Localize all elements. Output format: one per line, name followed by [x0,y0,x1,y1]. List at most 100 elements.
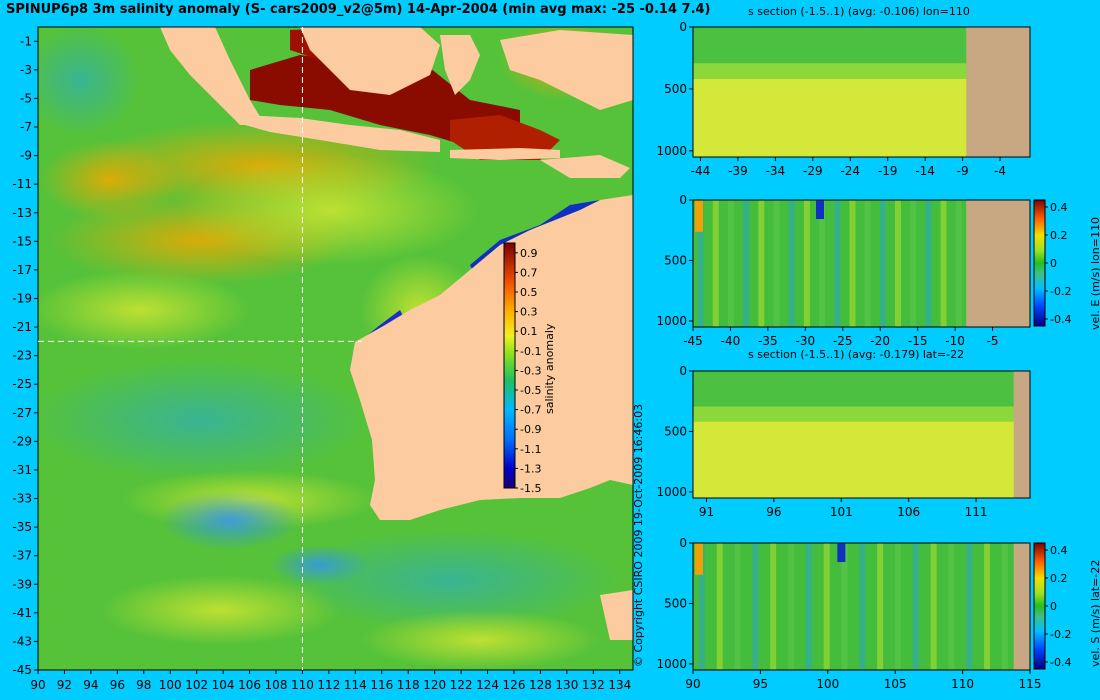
salinity-colorbar-tick-label: 0.1 [520,325,538,338]
section-c-transition-layer [693,406,1014,422]
map-y-tick-label: -43 [12,634,32,648]
section-d-velocity-streak [894,543,901,670]
map-y-tick-label: -27 [12,406,32,420]
section-a-x-tick-label: -9 [957,164,969,178]
section-d-frame [692,542,1031,671]
section-d-velocity-streak [912,543,919,670]
salinity-colorbar [503,242,516,489]
section-b-velocity-streak [849,200,856,327]
section-c-y-tick-label: 1000 [656,485,687,499]
map-x-tick-label: 124 [476,678,499,692]
main-title: SPINUP6p8 3m salinity anomaly (S- cars20… [6,2,711,17]
map-y-tick-label: -9 [20,149,32,163]
section-b-velocity-streak [834,200,841,327]
map-x-tick-label: 96 [110,678,125,692]
map-y-tick-label: -17 [12,263,32,277]
vel-s-colorbar-tick-label: 0 [1050,600,1057,613]
section-d-x-tick-label: 100 [816,677,839,691]
section-b-jet-west [816,200,825,220]
map-y-tick-label: -33 [12,492,32,506]
section-d-velocity-streak [859,543,866,670]
map-y-tick-label: -21 [12,320,32,334]
vel-s-colorbar-tick-label: 0.2 [1050,572,1068,585]
section-d-y-tick-label: 0 [679,536,687,550]
section-c-x-tick-label: 106 [897,505,920,519]
section-d-velocity-streak [948,543,955,670]
vel-s-colorbar-tick-label: -0.4 [1050,656,1071,669]
land-sulawesi [440,35,480,95]
map-y-tick-label: -19 [12,291,32,305]
section-b-velocity-field [693,200,967,327]
section-b-velocity-streak [819,200,826,327]
section-c-land [1013,371,1030,498]
map-frame [37,26,634,671]
map-x-tick-label: 130 [555,678,578,692]
vel-e-colorbar-tick-label: 0.4 [1050,201,1068,214]
section-a-x-tick-label: -24 [840,164,860,178]
map-x-tick-label: 106 [238,678,261,692]
section-c-x-tick-label: 101 [830,505,853,519]
section-b-y-tick-label: 500 [664,253,687,267]
section-c-deep-layer [693,421,1014,498]
land-australia [350,195,633,520]
vel-e-colorbar-bar [1033,199,1046,327]
section-a-x-tick-label: -14 [915,164,935,178]
salinity-colorbar-tick-label: -0.9 [520,423,541,436]
section-b-x-tick-label: -25 [833,334,853,348]
map-y-tick-label: -45 [12,663,32,677]
map-x-tick-label: 108 [265,678,288,692]
section-d-x-tick-label: 90 [685,677,700,691]
map-y-tick-label: -31 [12,463,32,477]
section-b-velocity-streak [727,200,734,327]
map-x-tick-label: 128 [529,678,552,692]
map-warm-west [40,140,180,220]
section-d-velocity-streak [841,543,848,670]
map-x-tick-label: 94 [83,678,98,692]
section-b-frame [692,199,1031,328]
section-a-frame [692,26,1031,158]
vel-e-colorbar [1033,199,1046,327]
section-d-y-tick-label: 1000 [656,657,687,671]
section-b-jet-east [695,200,703,232]
section-b-y-tick-label: 0 [679,193,687,207]
map-yellow-band [180,155,480,265]
section-c-surface-layer [693,371,1014,407]
section-d-y-tick-label: 500 [664,596,687,610]
map-x-tick-label: 134 [608,678,631,692]
salinity-colorbar-tick-label: -1.5 [520,482,541,495]
vel-e-colorbar-label: vel. E (m/s) lon=110 [1089,217,1100,330]
map-x-tick-label: 120 [423,678,446,692]
land-timor [540,155,630,178]
map-x-tick-label: 104 [212,678,235,692]
map-y-tick-label: -25 [12,377,32,391]
section-b-plot: -45 -40 -35 -30 -25 -20 -15 -10 -5 0 500 1000 [656,193,1031,348]
vel-e-colorbar-tick-label: -0.4 [1050,313,1071,326]
map-x-tick-label: 132 [582,678,605,692]
section-d-x-tick-label: 115 [1019,677,1042,691]
map-y-tick-label: -37 [12,549,32,563]
section-d-x-tick-label: 105 [884,677,907,691]
map-x-tick-label: 112 [317,678,340,692]
section-b-x-tick-label: -5 [987,334,999,348]
map-x-tick-label: 98 [136,678,151,692]
colorbar-ticks: 0.9 0.7 0.5 0.3 0.1 -0.1 -0.3 -0.5 -0.7 -0.9 -1.1 -… [515,201,1071,669]
section-a-transition-layer [693,63,967,79]
section-b-x-tick-label: -35 [758,334,778,348]
vel-s-colorbar-tick-label: 0.4 [1050,544,1068,557]
section-b-velocity-streak [940,200,947,327]
map-blue-south [160,490,300,550]
section-b-velocity-streak [895,200,902,327]
section-d-velocity-streak [752,543,759,670]
section-a-x-tick-label: -39 [728,164,748,178]
map-yellow-far-south [100,575,340,645]
section-b-x-tick-label: -45 [683,334,703,348]
salinity-colorbar-tick-label: -0.3 [520,364,541,377]
land-borneo [300,27,440,95]
vel-e-colorbar-tick-label: 0.2 [1050,229,1068,242]
map-x-tick-label: 116 [370,678,393,692]
map-y-tick-label: -5 [20,91,32,105]
map-yellow-far-south-2 [360,610,600,670]
map-y-tick-label: -11 [12,177,32,191]
salinity-colorbar-tick-label: -0.5 [520,384,541,397]
section-d-velocity-streak [966,543,973,670]
